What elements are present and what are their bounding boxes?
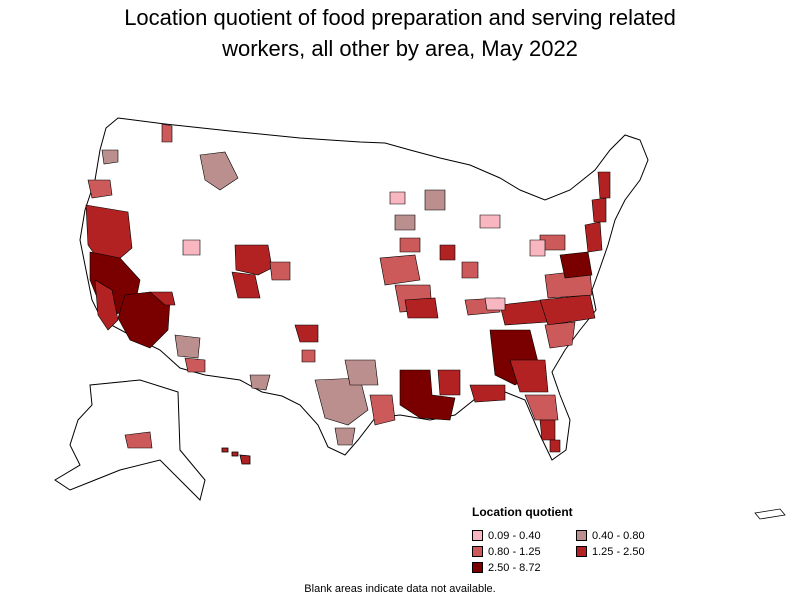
legend: Location quotient 0.09 - 0.40 0.40 - 0.80… <box>472 505 682 574</box>
area-new-mexico-south <box>301 349 316 363</box>
legend-item: 1.25 - 2.50 <box>576 545 680 558</box>
legend-swatch <box>576 546 587 557</box>
area-shading <box>85 123 611 453</box>
footnote: Blank areas indicate data not available. <box>304 583 496 595</box>
area-texas-gulf <box>369 394 396 426</box>
area-louisiana <box>399 369 456 421</box>
legend-item: 0.80 - 1.25 <box>472 545 576 558</box>
area-texas-east <box>344 359 379 386</box>
hawaii-island-oahu <box>221 447 229 453</box>
area-new-york-east <box>591 197 607 223</box>
legend-swatch <box>472 546 483 557</box>
area-iowa <box>399 237 421 253</box>
area-florida-north <box>524 394 559 421</box>
area-illinois <box>439 244 456 261</box>
map-title: Location quotient of food preparation an… <box>0 2 800 64</box>
area-north-carolina <box>539 294 596 326</box>
legend-label: 0.09 - 0.40 <box>488 529 541 542</box>
area-florida-central <box>539 419 556 441</box>
area-maryland <box>559 251 593 279</box>
area-utah-north <box>182 239 201 256</box>
legend-title: Location quotient <box>472 505 573 519</box>
legend-label: 0.80 - 1.25 <box>488 545 541 558</box>
area-arkansas <box>404 297 439 319</box>
area-wisconsin <box>424 189 446 211</box>
area-vermont <box>597 171 611 199</box>
area-missouri-north <box>379 254 421 286</box>
legend-swatch <box>472 530 483 541</box>
area-washington-2 <box>161 123 173 143</box>
area-colorado-east <box>269 261 291 281</box>
area-arizona-south <box>184 357 206 373</box>
area-new-mexico-southwest <box>249 374 271 391</box>
area-mississippi <box>437 369 461 396</box>
area-alaska-anchorage <box>124 431 153 449</box>
area-south-carolina <box>544 321 576 349</box>
legend-swatch <box>472 562 483 573</box>
area-colorado-south <box>231 271 261 299</box>
legend-items: 0.09 - 0.40 0.40 - 0.80 0.80 - 1.25 1.25 - … <box>472 529 682 574</box>
area-michigan <box>479 214 501 229</box>
area-florida-south <box>549 439 561 453</box>
area-arizona-central <box>174 334 201 359</box>
area-ohio <box>529 239 546 257</box>
hawaii-islands <box>221 447 251 465</box>
area-new-mexico-north <box>294 324 319 343</box>
legend-swatch <box>576 530 587 541</box>
area-colorado-mountains <box>234 244 273 276</box>
hawaii-island-big <box>239 454 251 465</box>
area-inland-empire <box>149 291 176 306</box>
area-california-coast <box>94 279 119 331</box>
area-texas-south <box>334 427 356 446</box>
legend-item: 0.40 - 0.80 <box>576 529 680 542</box>
area-minnesota <box>394 214 416 231</box>
legend-item: 2.50 - 8.72 <box>472 561 576 574</box>
map-title-line-2: workers, all other by area, May 2022 <box>222 36 578 61</box>
puerto-rico-outline <box>754 508 786 520</box>
area-indiana <box>461 261 479 279</box>
area-lake-region <box>389 191 406 205</box>
legend-item: 0.09 - 0.40 <box>472 529 576 542</box>
area-georgia-south <box>509 359 549 393</box>
hawaii-island-maui <box>231 451 239 457</box>
legend-label: 1.25 - 2.50 <box>592 545 645 558</box>
legend-label: 0.40 - 0.80 <box>592 529 645 542</box>
area-washington-1 <box>101 149 119 165</box>
area-western-oregon <box>87 179 113 199</box>
legend-label: 2.50 - 8.72 <box>488 561 541 574</box>
area-kentucky-north <box>484 297 506 311</box>
area-alabama-coast <box>469 384 506 403</box>
area-new-jersey <box>584 221 603 253</box>
area-montana-south <box>199 151 239 191</box>
map-title-line-1: Location quotient of food preparation an… <box>124 5 676 30</box>
